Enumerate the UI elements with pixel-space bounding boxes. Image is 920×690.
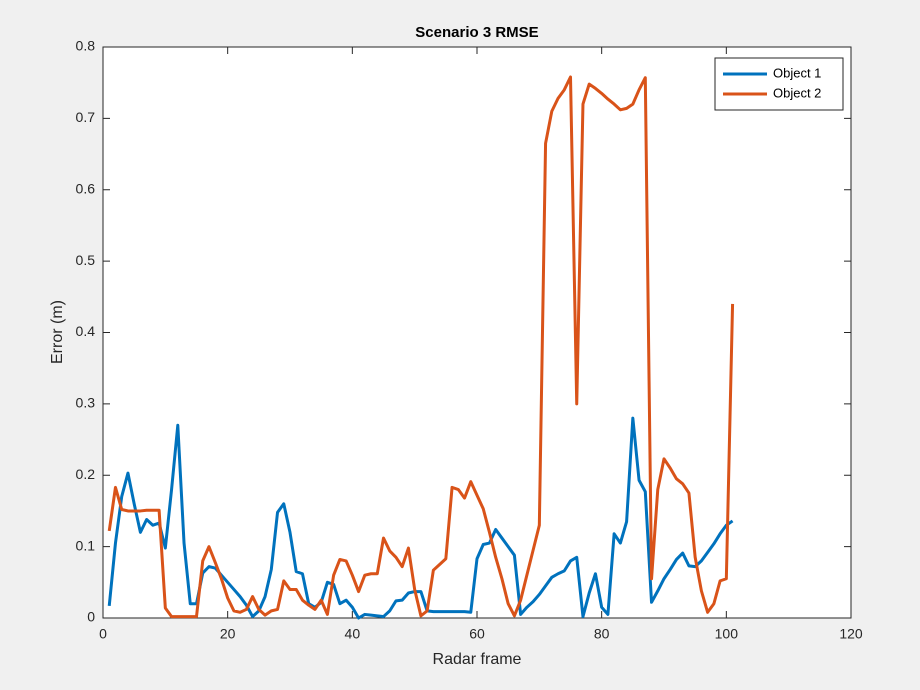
x-tick-label: 60 xyxy=(469,626,485,642)
legend-label: Object 2 xyxy=(773,85,821,100)
x-tick-label: 100 xyxy=(715,626,739,642)
y-tick-label: 0.4 xyxy=(76,323,96,339)
y-tick-label: 0 xyxy=(87,609,95,625)
legend-label: Object 1 xyxy=(773,65,821,80)
x-tick-label: 20 xyxy=(220,626,236,642)
y-axis-label: Error (m) xyxy=(49,300,66,364)
x-tick-label: 80 xyxy=(594,626,610,642)
chart-title: Scenario 3 RMSE xyxy=(415,24,538,41)
legend-box xyxy=(714,57,844,111)
y-tick-label: 0.7 xyxy=(76,109,96,125)
y-tick-label: 0.8 xyxy=(76,38,96,54)
y-tick-label: 0.1 xyxy=(76,537,96,553)
axes-box xyxy=(102,46,852,619)
x-tick-label: 120 xyxy=(839,626,863,642)
y-tick-label: 0.2 xyxy=(76,466,96,482)
y-tick-label: 0.5 xyxy=(76,252,96,268)
x-axis-label: Radar frame xyxy=(433,651,522,668)
plot-area xyxy=(103,47,851,618)
y-tick-label: 0.6 xyxy=(76,180,96,196)
series-line xyxy=(107,416,734,620)
y-tick-label: 0.3 xyxy=(76,395,96,411)
series-line xyxy=(107,75,735,619)
x-tick-label: 40 xyxy=(345,626,361,642)
x-tick-label: 0 xyxy=(99,626,107,642)
